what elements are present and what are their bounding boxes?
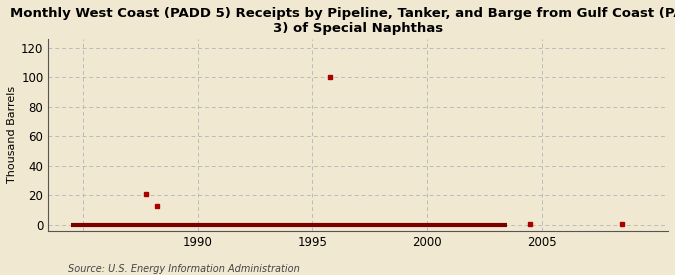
Y-axis label: Thousand Barrels: Thousand Barrels <box>7 86 17 183</box>
Title: Monthly West Coast (PADD 5) Receipts by Pipeline, Tanker, and Barge from Gulf Co: Monthly West Coast (PADD 5) Receipts by … <box>10 7 675 35</box>
Text: Source: U.S. Energy Information Administration: Source: U.S. Energy Information Administ… <box>68 264 299 274</box>
